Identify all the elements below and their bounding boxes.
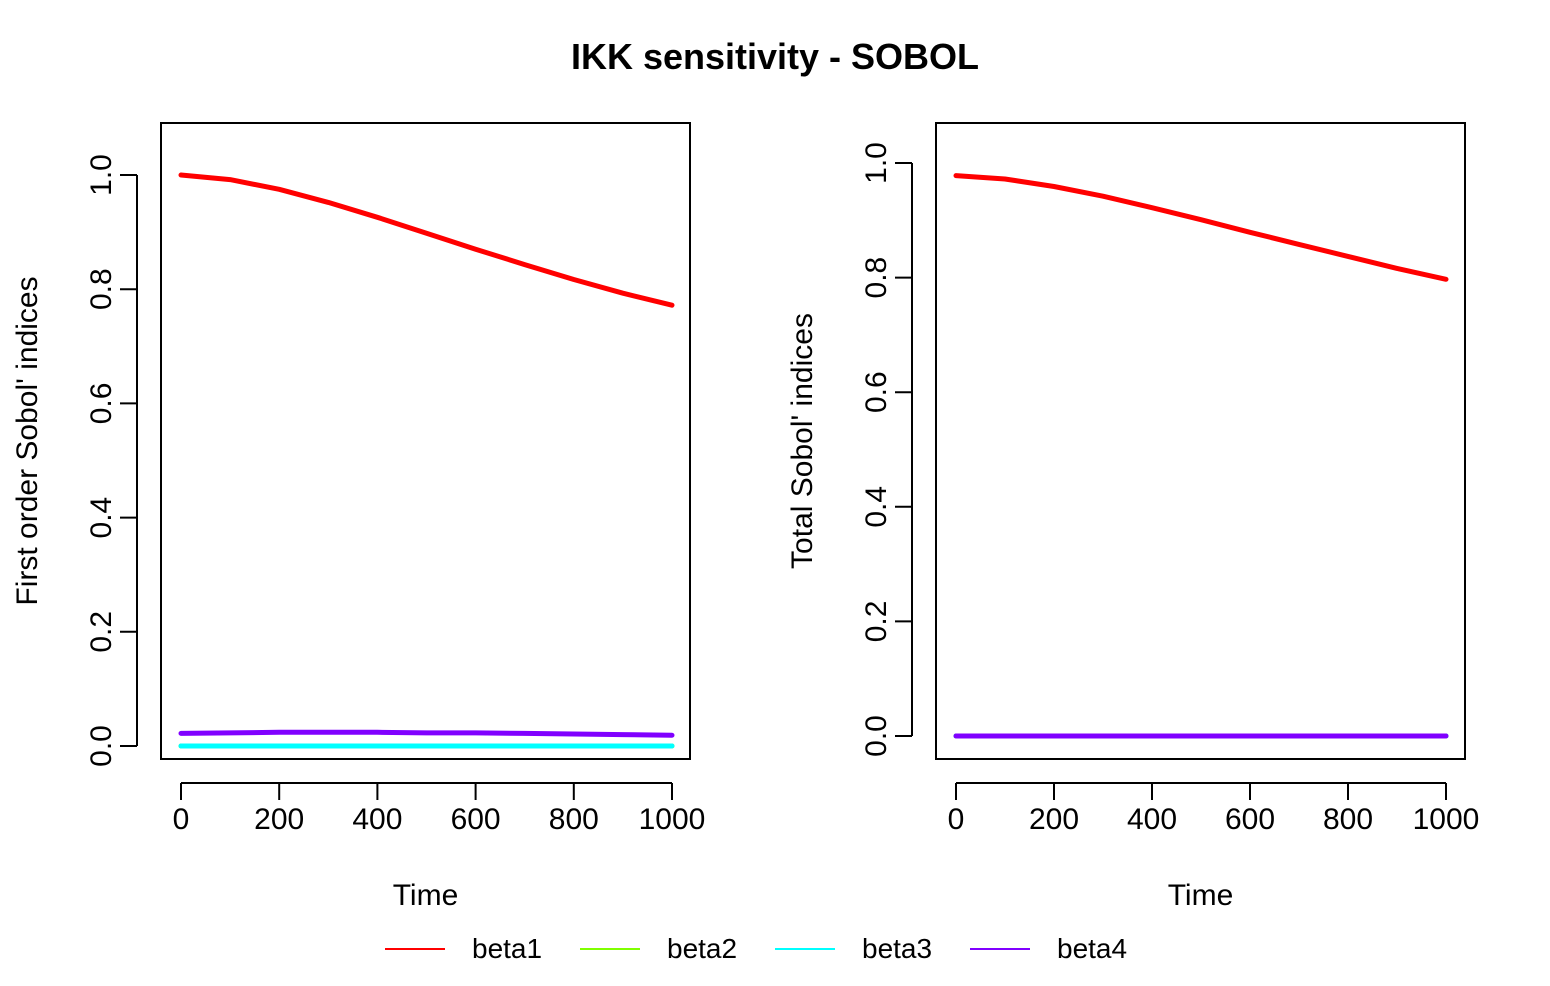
- total-x-tick-label: 400: [1127, 803, 1177, 836]
- legend-item-beta4: beta4: [970, 933, 1165, 965]
- first-order-x-tick-label: 800: [549, 803, 599, 836]
- total-x-axis-label: Time: [1168, 879, 1234, 912]
- chart-title: IKK sensitivity - SOBOL: [570, 36, 980, 77]
- legend-swatch-beta3: [775, 948, 835, 950]
- total-x-tick-label: 600: [1225, 803, 1275, 836]
- total-y-tick-label: 0.4: [860, 486, 893, 528]
- legend-label: beta1: [472, 933, 543, 964]
- first-order-x-tick-label: 600: [451, 803, 501, 836]
- first-order-y-tick-label: 0.0: [85, 725, 118, 767]
- total-y-tick-label: 0.8: [860, 257, 893, 299]
- legend-label: beta2: [667, 933, 738, 964]
- legend-label: beta3: [862, 933, 933, 964]
- first-order-y-tick-label: 0.8: [85, 268, 118, 310]
- legend-swatch-beta2: [580, 948, 640, 950]
- legend-swatch-beta4: [970, 948, 1030, 950]
- first-order-series-beta4: [178, 729, 675, 738]
- first-order-x-tick-label: 0: [173, 803, 190, 836]
- total-plot-frame: [935, 122, 1466, 760]
- first-order-x-tick-label: 1000: [639, 803, 706, 836]
- first-order-series-beta1: [178, 172, 675, 308]
- legend: beta1 beta2 beta3 beta4: [0, 926, 1550, 972]
- total-series-beta1: [953, 173, 1449, 282]
- legend-item-beta2: beta2: [580, 933, 775, 965]
- total-y-tick-label: 0.6: [860, 371, 893, 413]
- total-y-tick-label: 0.0: [860, 715, 893, 757]
- total-y-tick-label: 0.2: [860, 601, 893, 643]
- first-order-plot-frame: [160, 122, 691, 760]
- first-order-y-tick-label: 1.0: [85, 154, 118, 196]
- total-y-axis-label: Total Sobol' indices: [786, 313, 819, 569]
- first-order-y-axis-label: First order Sobol' indices: [11, 276, 44, 605]
- first-order-x-axis-label: Time: [393, 879, 459, 912]
- first-order-x-tick-label: 200: [254, 803, 304, 836]
- total-x-tick-label: 0: [948, 803, 965, 836]
- total-x-tick-label: 1000: [1413, 803, 1480, 836]
- legend-item-beta3: beta3: [775, 933, 970, 965]
- total-x-tick-label: 200: [1029, 803, 1079, 836]
- first-order-x-tick-label: 400: [352, 803, 402, 836]
- first-order-y-tick-label: 0.2: [85, 611, 118, 653]
- total-y-tick-label: 1.0: [860, 142, 893, 184]
- legend-item-beta1: beta1: [385, 933, 580, 965]
- legend-swatch-beta1: [385, 948, 445, 950]
- first-order-y-tick-label: 0.6: [85, 383, 118, 425]
- total-x-tick-label: 800: [1323, 803, 1373, 836]
- first-order-y-tick-label: 0.4: [85, 497, 118, 539]
- legend-label: beta4: [1057, 933, 1128, 964]
